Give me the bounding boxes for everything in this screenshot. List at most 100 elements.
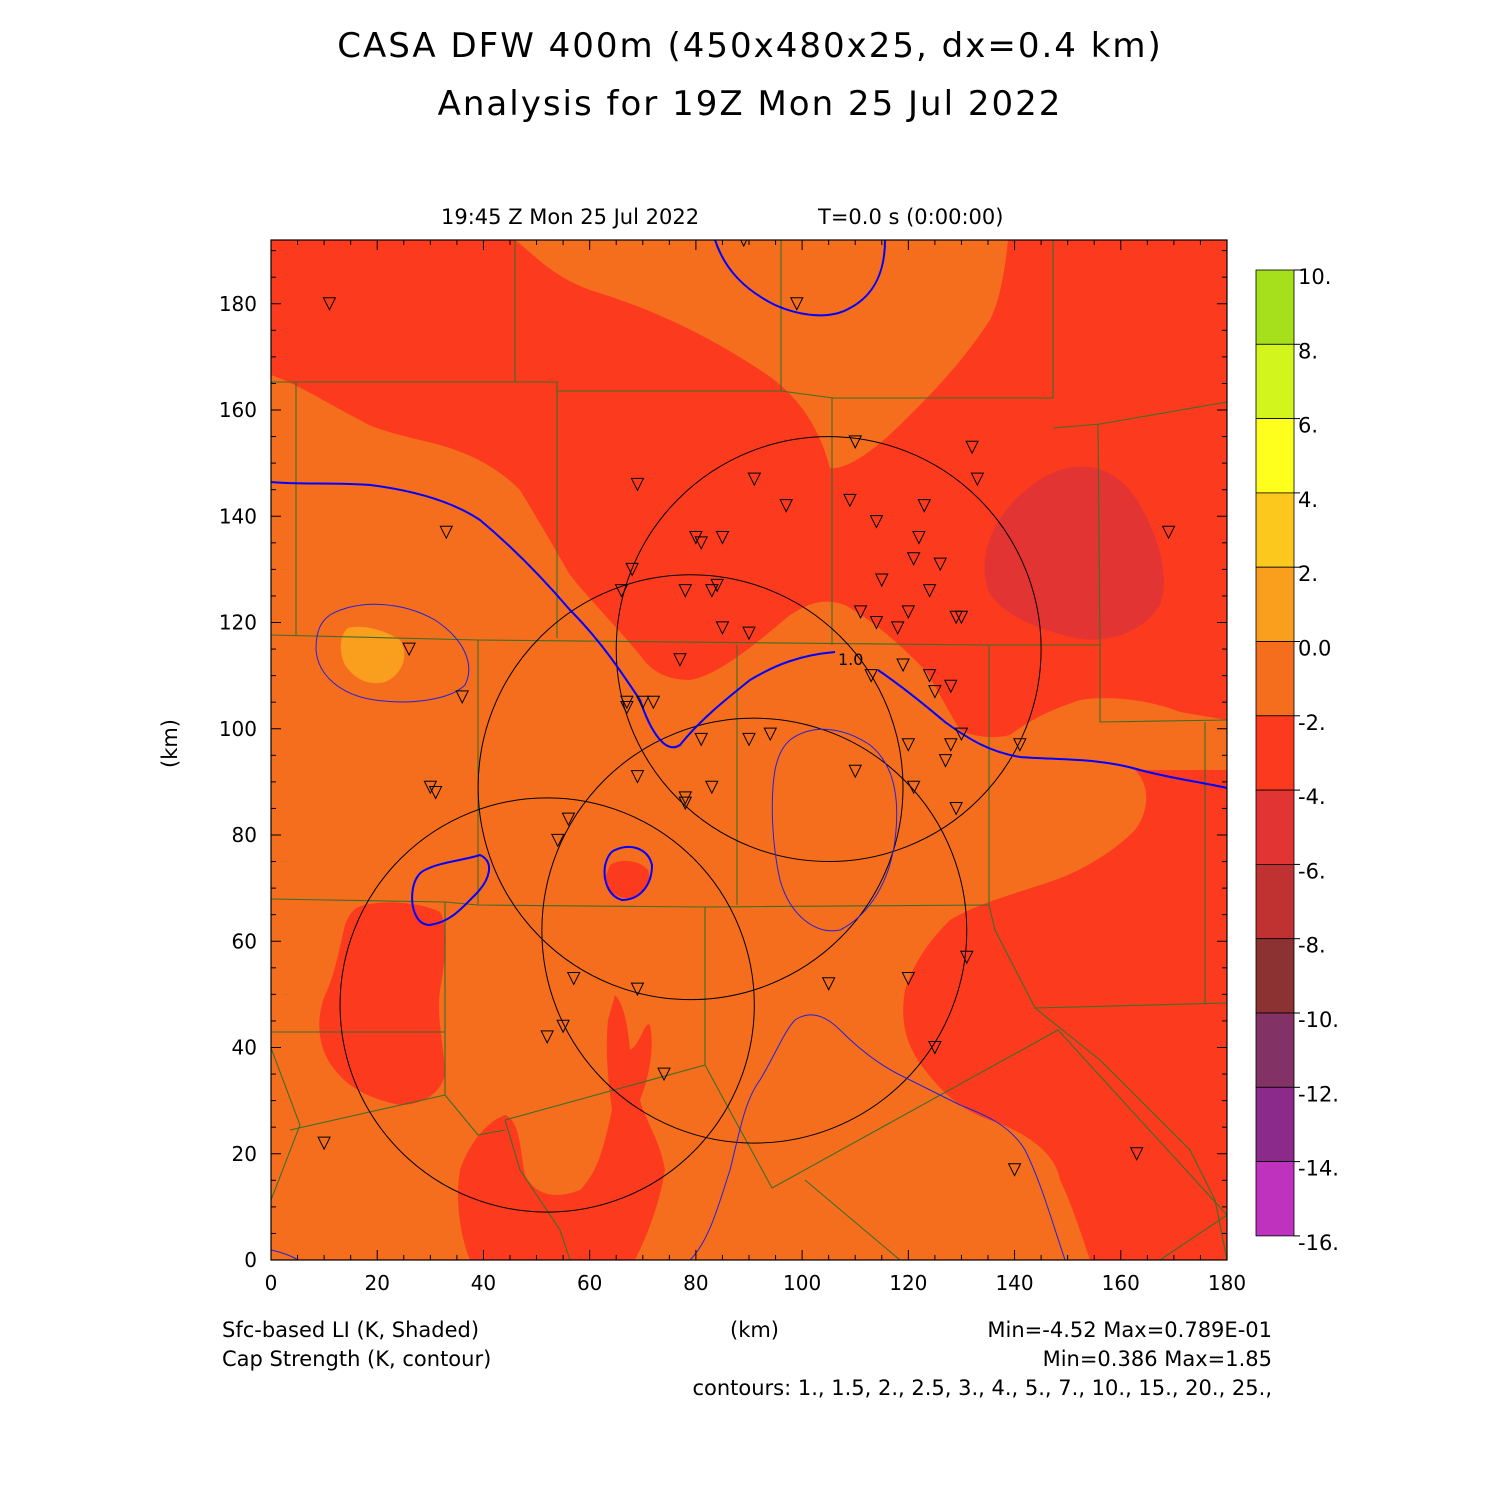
li-region-southeast <box>903 770 1227 1260</box>
colorbar-segment <box>1255 1012 1295 1088</box>
x-tick-label: 60 <box>577 1271 602 1295</box>
colorbar-label: -14. <box>1298 1157 1339 1181</box>
x-tick-label: 80 <box>683 1271 708 1295</box>
cap-contour-thick-east <box>877 669 1227 789</box>
station-marker <box>322 297 337 311</box>
station-marker <box>678 791 693 805</box>
station-marker <box>1013 738 1027 752</box>
station-marker <box>630 770 645 784</box>
station-marker <box>635 695 650 710</box>
station-marker <box>874 573 889 588</box>
colorbar-label: -6. <box>1298 859 1326 883</box>
title-line-2: Analysis for 19Z Mon 25 Jul 2022 <box>437 84 1063 124</box>
shaded-range: Min=-4.52 Max=0.789E-01 <box>987 1318 1272 1342</box>
station-marker <box>561 812 576 827</box>
colorbar-label: 6. <box>1298 414 1318 438</box>
x-tick-label: 180 <box>1208 1271 1246 1295</box>
valid-time: 19:45 Z Mon 25 Jul 2022 <box>441 205 700 229</box>
y-tick-label: 80 <box>232 823 257 847</box>
colorbar-segment <box>1255 864 1295 940</box>
colorbar-label: -2. <box>1298 711 1326 735</box>
station-marker <box>630 477 645 492</box>
colorbar-segment <box>1255 641 1295 717</box>
x-tick-label: 0 <box>265 1271 278 1295</box>
y-tick-label: 180 <box>219 292 257 316</box>
cap-contour-thin-south <box>689 1014 1066 1260</box>
station-marker <box>1129 1147 1144 1161</box>
station-marker <box>1161 525 1176 540</box>
colorbar-label: -12. <box>1298 1082 1339 1106</box>
station-marker <box>715 531 730 545</box>
station-marker <box>705 584 719 598</box>
colorbar-segment <box>1255 715 1295 791</box>
radar-ring-4 <box>615 436 1042 863</box>
x-axis-unit: (km) <box>730 1318 780 1342</box>
station-marker <box>896 658 910 673</box>
station-marker <box>848 435 863 449</box>
station-marker <box>970 472 985 487</box>
li-shaded-field <box>271 240 1227 1260</box>
station-marker <box>869 515 884 529</box>
colorbar-segment <box>1255 343 1295 419</box>
radar-range-rings <box>339 436 1042 1213</box>
station-marker <box>402 642 416 657</box>
cap-contour-thin-east-loop <box>771 728 898 932</box>
cap-contour-thin-west-loop <box>315 603 470 703</box>
y-tick-label: 60 <box>232 929 257 953</box>
colorbar-segment <box>1255 269 1295 345</box>
colorbar: 10. 8. 6. 4. 2. 0.0 -2. -4. -6. -8. -10. -12. -14. -1… <box>1255 265 1339 1255</box>
station-marker <box>646 695 661 710</box>
station-marker <box>715 621 730 635</box>
shaded-field-label: Sfc-based LI (K, Shaded) <box>222 1318 480 1342</box>
station-marker <box>566 971 581 986</box>
x-tick-label: 120 <box>889 1271 927 1295</box>
colorbar-segment <box>1255 938 1295 1014</box>
station-marker <box>742 626 756 641</box>
li-region-small-blob <box>605 860 650 899</box>
station-marker <box>694 732 709 747</box>
station-marker <box>789 297 804 311</box>
li-region-north <box>271 240 1227 738</box>
x-tick-label: 140 <box>995 1271 1033 1295</box>
cap-contour-thick-loop-sw <box>411 853 490 927</box>
colorbar-segment <box>1255 789 1295 865</box>
station-marker <box>901 605 916 619</box>
station-marker <box>705 780 719 795</box>
station-marker <box>620 701 634 715</box>
station-marker <box>890 621 905 635</box>
contour-levels: contours: 1., 1.5, 2., 2.5, 3., 4., 5., … <box>692 1376 1272 1400</box>
cap-contour-thick-top <box>714 240 886 317</box>
y-tick-label: 0 <box>244 1248 257 1272</box>
cap-contour-thick-west <box>271 481 836 749</box>
station-marker <box>848 764 863 779</box>
station-marker <box>540 1030 554 1044</box>
colorbar-label: 4. <box>1298 488 1318 512</box>
station-marker <box>763 727 778 742</box>
station-marker <box>944 738 958 752</box>
station-marker <box>779 499 793 513</box>
station-marker <box>944 679 958 694</box>
station-marker <box>954 610 969 625</box>
colorbar-label: 0.0 <box>1298 637 1331 661</box>
y-tick-label: 40 <box>232 1036 257 1060</box>
station-marker <box>959 950 974 965</box>
contour-label: 1.0 <box>838 650 863 669</box>
li-region-south <box>458 995 665 1260</box>
station-marker <box>922 669 937 683</box>
station-marker <box>678 584 693 598</box>
station-marker <box>938 754 953 768</box>
radar-ring-3 <box>541 717 968 1144</box>
station-marker <box>556 1019 570 1034</box>
li-region-m4-to-m6 <box>984 466 1164 640</box>
colorbar-segment <box>1255 1086 1295 1163</box>
station-marker <box>694 536 709 550</box>
y-axis-unit: (km) <box>158 718 182 768</box>
station-marker <box>843 493 857 508</box>
county-borders <box>271 240 1227 1260</box>
radar-ring-1 <box>339 797 755 1213</box>
station-marker <box>906 780 921 795</box>
station-marker <box>678 796 693 811</box>
station-marker <box>689 531 703 545</box>
station-marker <box>673 653 687 667</box>
